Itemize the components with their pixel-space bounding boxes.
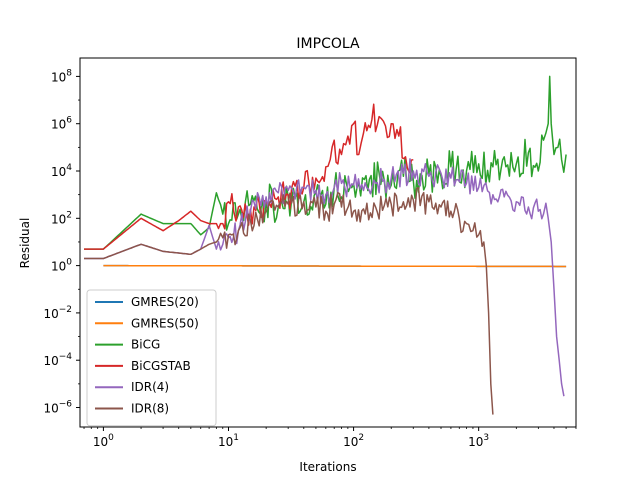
x-axis: 100 101 102 103 bbox=[83, 427, 577, 449]
x-tick-label: 102 bbox=[343, 433, 364, 449]
x-axis-label: Iterations bbox=[299, 460, 356, 474]
x-tick-label: 101 bbox=[218, 433, 239, 449]
y-axis: 10−6 10−4 10−2 100 102 104 106 108 bbox=[43, 68, 80, 416]
legend: GMRES(20) GMRES(50) BiCG BiCGSTAB IDR(4) IDR(… bbox=[86, 289, 217, 427]
x-tick-label: 100 bbox=[93, 433, 114, 449]
series-line-idr-8 bbox=[84, 186, 494, 415]
legend-label: GMRES(50) bbox=[131, 316, 199, 330]
plot-area-frame bbox=[79, 57, 577, 428]
y-tick-label: 108 bbox=[51, 68, 72, 84]
y-tick-label: 10−2 bbox=[43, 305, 72, 321]
legend-label: GMRES(20) bbox=[131, 295, 199, 309]
y-tick-label: 100 bbox=[51, 258, 72, 274]
y-tick-label: 102 bbox=[51, 210, 72, 226]
y-tick-label: 104 bbox=[51, 163, 72, 179]
legend-label: IDR(4) bbox=[131, 380, 169, 394]
y-tick-label: 106 bbox=[51, 116, 72, 132]
y-tick-label: 10−6 bbox=[43, 400, 72, 416]
chart-title: IMPCOLA bbox=[296, 36, 360, 52]
series-line-bicg bbox=[84, 75, 567, 250]
legend-label: BiCGSTAB bbox=[131, 359, 191, 373]
series-line-gmres-50 bbox=[103, 264, 567, 268]
y-tick-label: 10−4 bbox=[43, 352, 72, 368]
legend-label: BiCG bbox=[131, 338, 160, 352]
legend-label: IDR(8) bbox=[131, 402, 169, 416]
series-line-bicgstab bbox=[84, 103, 414, 250]
x-tick-label: 103 bbox=[468, 433, 489, 449]
y-axis-label: Residual bbox=[18, 218, 32, 269]
